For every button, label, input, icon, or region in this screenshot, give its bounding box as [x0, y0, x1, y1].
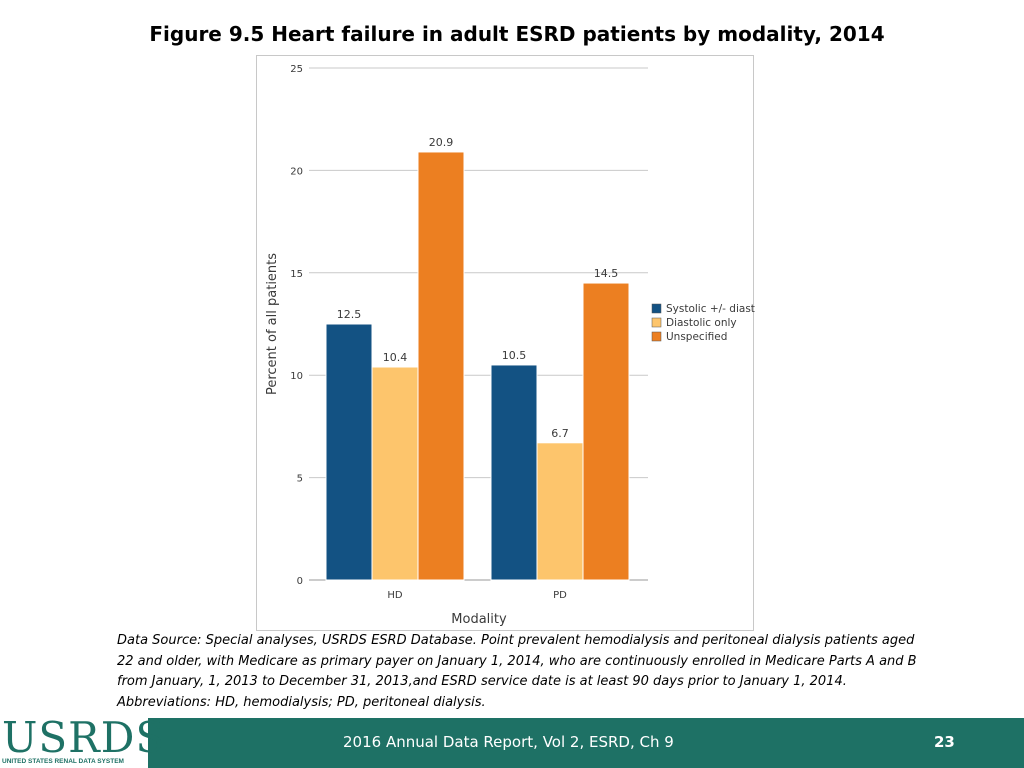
- legend-swatch: [651, 317, 662, 328]
- bar-pd-series-1: [536, 442, 584, 581]
- report-title: 2016 Annual Data Report, Vol 2, ESRD, Ch…: [343, 733, 674, 751]
- y-tick-label: 0: [297, 576, 303, 587]
- legend-swatch: [651, 331, 662, 342]
- chart-frame: 0 5 10 15 20 25 12.5 10.4 20.9 10.5 6.7 14.5 HD PD …: [256, 55, 755, 631]
- y-axis-title: Percent of all patients: [265, 253, 280, 395]
- legend-label: Unspecified: [666, 331, 727, 343]
- x-category-label: PD: [553, 590, 567, 601]
- page-number: 23: [934, 733, 955, 751]
- y-tick-label: 25: [290, 64, 303, 75]
- legend-swatch: [651, 303, 662, 314]
- y-tick-label: 5: [297, 474, 303, 485]
- data-label: 14.5: [594, 267, 619, 280]
- bar-hd-series-1: [371, 366, 419, 581]
- data-label: 10.4: [383, 351, 408, 364]
- y-tick-label: 20: [290, 166, 303, 177]
- legend-label: Diastolic only: [666, 317, 737, 329]
- bars: [325, 151, 630, 581]
- legend: Systolic +/- diastolic Diastolic only Unsp…: [651, 303, 755, 343]
- logo-subtitle: UNITED STATES RENAL DATA SYSTEM: [2, 758, 124, 765]
- bar-pd-series-0: [490, 364, 538, 581]
- data-labels: 12.5 10.4 20.9 10.5 6.7 14.5: [337, 136, 619, 440]
- bar-hd-series-2: [417, 151, 465, 581]
- logo-text: USRDS: [2, 713, 166, 762]
- y-tick-label: 15: [290, 269, 303, 280]
- bar-hd-series-0: [325, 323, 373, 581]
- y-axis-ticks: 0 5 10 15 20 25: [290, 64, 303, 587]
- bar-pd-series-2: [582, 282, 630, 581]
- x-category-label: HD: [387, 590, 403, 601]
- data-label: 12.5: [337, 308, 362, 321]
- x-axis-categories: HD PD: [387, 590, 567, 601]
- y-tick-label: 10: [290, 371, 303, 382]
- data-label: 20.9: [429, 136, 454, 149]
- usrds-logo: USRDS UNITED STATES RENAL DATA SYSTEM: [0, 716, 164, 768]
- legend-label: Systolic +/- diastolic: [666, 303, 755, 315]
- data-source-footnote: Data Source: Special analyses, USRDS ESR…: [117, 633, 917, 710]
- footer-bar: USRDS UNITED STATES RENAL DATA SYSTEM 20…: [0, 716, 1024, 768]
- data-label: 6.7: [551, 427, 569, 440]
- slide-title: Figure 9.5 Heart failure in adult ESRD p…: [149, 22, 885, 46]
- data-label: 10.5: [502, 349, 527, 362]
- x-axis-title: Modality: [451, 612, 507, 627]
